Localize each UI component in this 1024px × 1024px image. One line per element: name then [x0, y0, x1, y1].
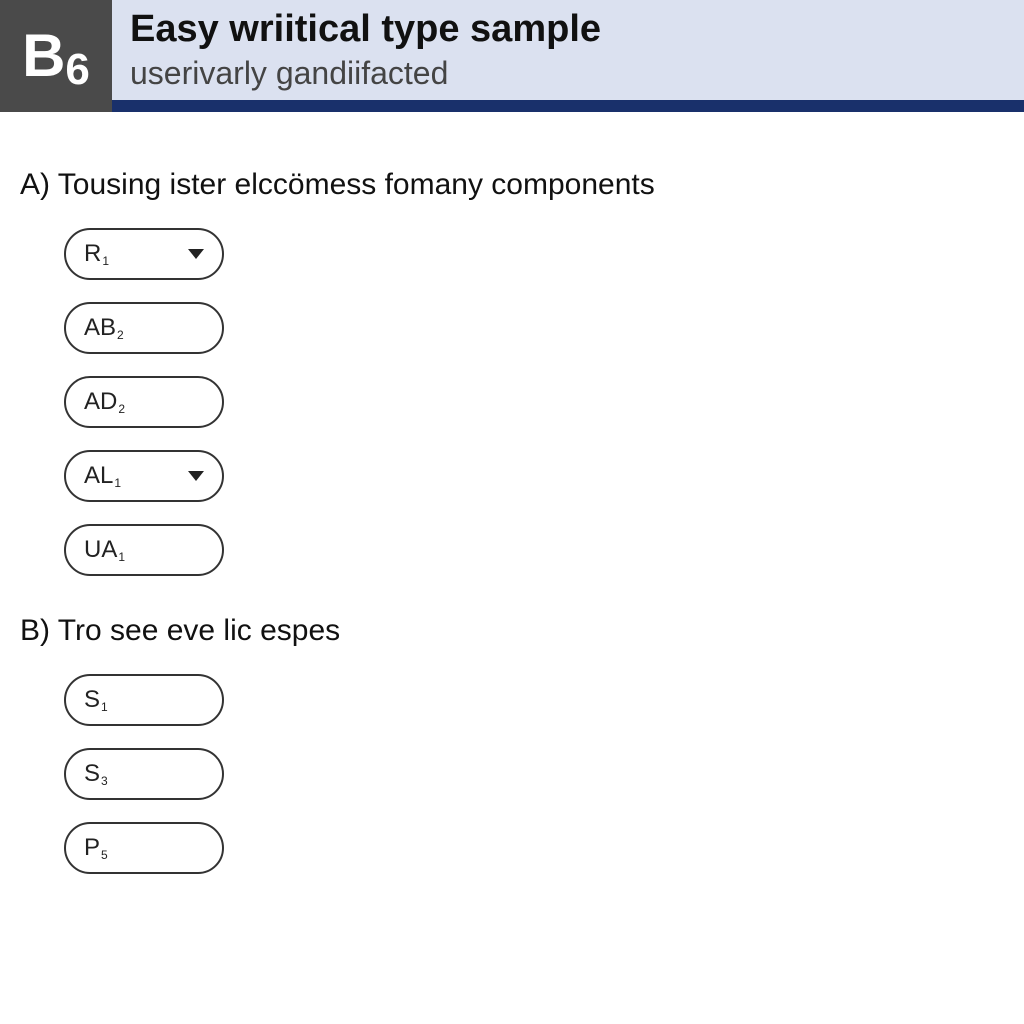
option-label: AB2: [84, 314, 124, 342]
section-b-options: S1 S3 P5: [20, 674, 1004, 874]
section-a-letter: A): [20, 168, 50, 201]
header-text: Easy wriitical type sample userivarly ga…: [112, 0, 619, 100]
option-label: S3: [84, 760, 108, 788]
option-label: R1: [84, 240, 109, 268]
option-label: UA1: [84, 536, 125, 564]
badge-number: 6: [65, 48, 89, 92]
option-pill[interactable]: S1: [64, 674, 224, 726]
chevron-down-icon: [188, 249, 204, 259]
option-pill[interactable]: P5: [64, 822, 224, 874]
chevron-down-icon: [188, 471, 204, 481]
option-pill[interactable]: UA1: [64, 524, 224, 576]
option-label: AD2: [84, 388, 125, 416]
section-b-letter: B): [20, 614, 50, 647]
badge-letter: B: [22, 26, 65, 86]
option-pill[interactable]: AD2: [64, 376, 224, 428]
content-area: A) Tousing ister elccömess fomany compon…: [0, 112, 1024, 874]
page-subtitle: userivarly gandiifacted: [130, 55, 601, 92]
option-label: S1: [84, 686, 108, 714]
section-a: A) Tousing ister elccömess fomany compon…: [20, 168, 1004, 576]
header-badge: B6: [0, 0, 112, 112]
section-a-prompt: A) Tousing ister elccömess fomany compon…: [20, 168, 1004, 202]
option-pill[interactable]: AL1: [64, 450, 224, 502]
section-a-options: R1 AB2 AD2 AL1 UA1: [20, 228, 1004, 576]
section-b: B) Tro see eve lic espes S1 S3 P5: [20, 614, 1004, 874]
option-label: P5: [84, 834, 108, 862]
option-label: AL1: [84, 462, 121, 490]
option-pill[interactable]: S3: [64, 748, 224, 800]
section-b-text: Tro see eve lic espes: [58, 614, 340, 647]
option-pill[interactable]: R1: [64, 228, 224, 280]
option-pill[interactable]: AB2: [64, 302, 224, 354]
page-title: Easy wriitical type sample: [130, 8, 601, 51]
section-a-text: Tousing ister elccömess fomany component…: [58, 168, 655, 201]
page-header: B6 Easy wriitical type sample userivarly…: [0, 0, 1024, 112]
section-b-prompt: B) Tro see eve lic espes: [20, 614, 1004, 648]
